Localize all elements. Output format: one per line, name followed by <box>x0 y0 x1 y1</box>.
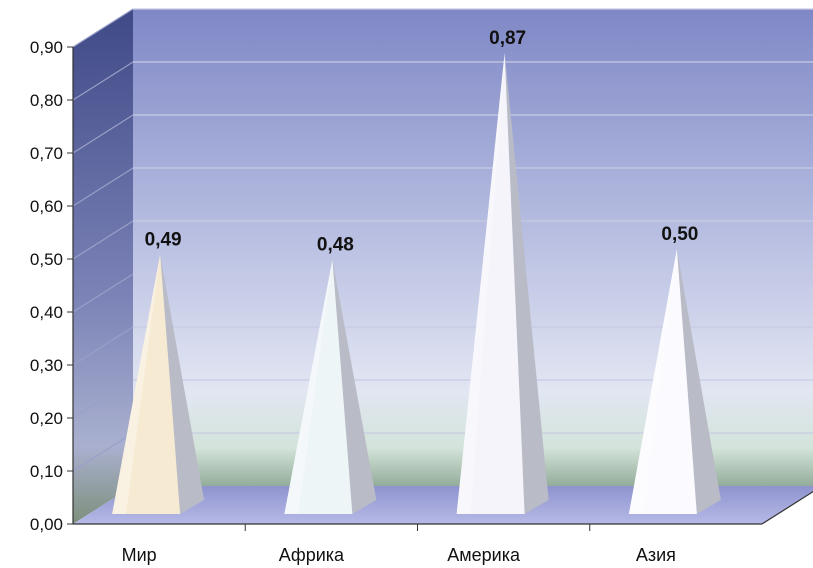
y-tick-label: 0,80 <box>30 91 63 110</box>
y-tick-label: 0,40 <box>30 303 63 322</box>
bar-3 <box>456 52 549 515</box>
y-tick-label: 0,00 <box>30 515 63 534</box>
bar-2 <box>284 259 377 514</box>
category-label: Мир <box>122 545 157 565</box>
bar-side-face <box>332 259 377 514</box>
y-tick-label: 0,60 <box>30 197 63 216</box>
data-label: 0,87 <box>489 28 526 49</box>
gridline-side <box>72 167 134 207</box>
gridline-side <box>72 432 134 472</box>
y-tick-label: 0,50 <box>30 250 63 269</box>
floor <box>73 486 813 524</box>
gridline-side <box>72 379 134 419</box>
bar-side-face <box>160 254 205 515</box>
bar-front-face <box>112 254 181 515</box>
bar-front-face <box>628 249 697 514</box>
data-label: 0,50 <box>661 224 698 245</box>
bar-highlight <box>284 259 333 514</box>
gridline-side <box>72 61 134 101</box>
y-tick-label: 0,10 <box>30 462 63 481</box>
bar-front-face <box>456 52 525 515</box>
gridline-side <box>72 273 134 313</box>
y-tick-label: 0,90 <box>30 38 63 57</box>
gridline-side <box>72 220 134 260</box>
floor-edge <box>761 490 813 525</box>
gridline-side <box>72 8 134 48</box>
bar-side-face <box>676 249 721 514</box>
bar-1 <box>112 254 205 515</box>
bar-highlight <box>112 254 161 515</box>
y-tick-label: 0,30 <box>30 356 63 375</box>
bar-highlight <box>456 52 505 515</box>
data-label: 0,48 <box>317 235 354 256</box>
category-label: Азия <box>636 545 676 565</box>
bar-highlight <box>628 249 677 514</box>
gridline-side <box>72 114 134 154</box>
category-label: Африка <box>279 545 345 565</box>
category-label: Америка <box>447 545 521 565</box>
gridline-side <box>72 326 134 366</box>
side-wall <box>73 9 133 524</box>
back-wall <box>133 9 813 486</box>
data-label: 0,49 <box>145 229 182 250</box>
y-tick-label: 0,20 <box>30 409 63 428</box>
bar-front-face <box>284 259 353 514</box>
bar-side-face <box>504 52 549 515</box>
y-tick-label: 0,70 <box>30 144 63 163</box>
bar-4 <box>628 249 721 514</box>
